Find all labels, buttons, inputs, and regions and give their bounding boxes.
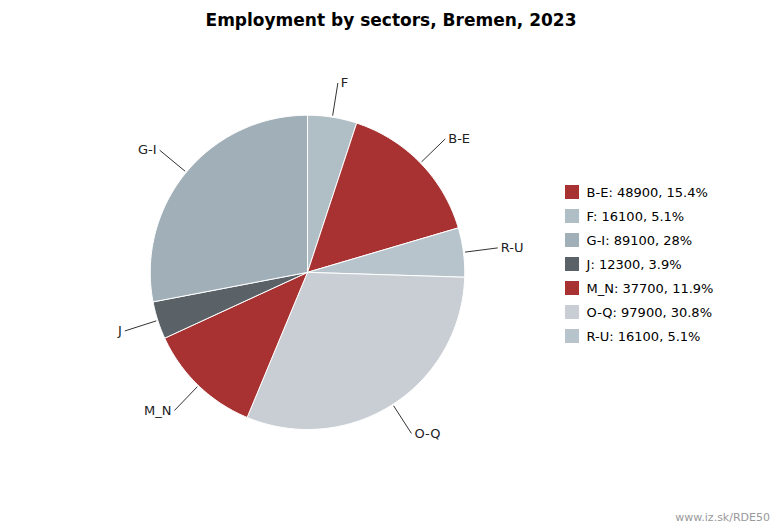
html-text:M_N: 37700, 11.9%: M_N: 37700, 11.9% [586, 280, 714, 296]
html-text:J: 12300, 3.9%: J: 12300, 3.9% [586, 256, 682, 272]
svg-text:B-E: B-E [448, 131, 470, 146]
svg-text:G-I: G-I [138, 142, 157, 157]
html-text:O-Q: 97900, 30.8%: O-Q: 97900, 30.8% [586, 304, 712, 320]
html-text:www.iz.sk/RDE50: www.iz.sk/RDE50 [675, 511, 770, 524]
svg-text:J: J [117, 323, 122, 338]
html-text:G-I: 89100, 28%: G-I: 89100, 28% [586, 232, 693, 248]
html-text:Employment by sectors, Bremen,: Employment by sectors, Bremen, 2023 [205, 10, 577, 30]
html-text:R-U: 16100, 5.1%: R-U: 16100, 5.1% [586, 328, 701, 344]
svg-text:R-U: R-U [500, 240, 523, 255]
svg-text:F: F [340, 75, 347, 90]
svg-text:O-Q: O-Q [414, 426, 440, 441]
html-text:F: 16100, 5.1%: F: 16100, 5.1% [586, 208, 685, 224]
html-text:B-E: 48900, 15.4%: B-E: 48900, 15.4% [586, 184, 708, 200]
svg-text:M_N: M_N [144, 403, 171, 418]
